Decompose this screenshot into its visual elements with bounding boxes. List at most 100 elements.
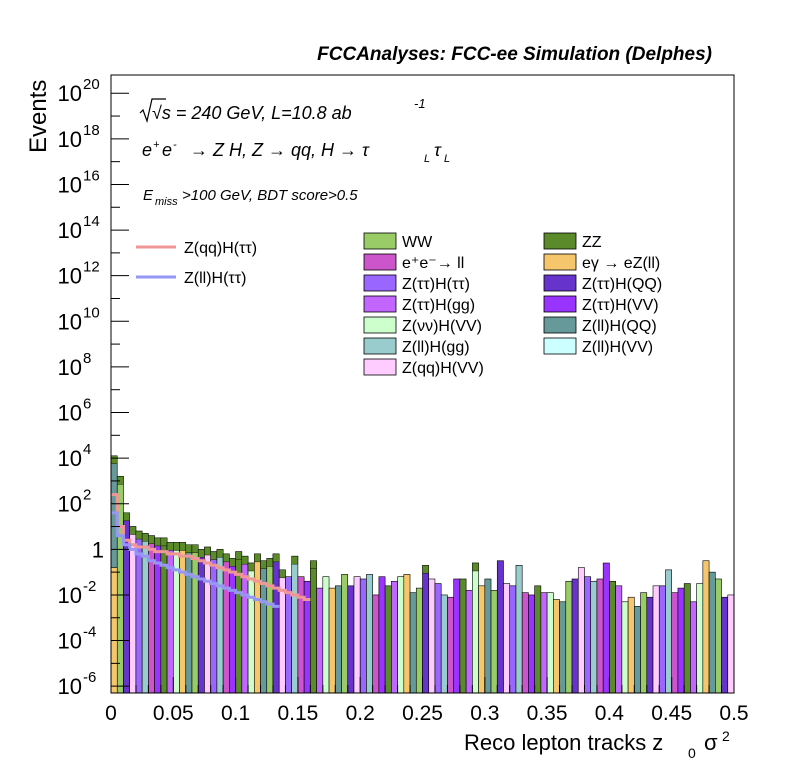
histogram-bar: [173, 542, 180, 693]
histogram-bar-zz: [266, 558, 274, 567]
histogram-bar: [602, 562, 610, 693]
chart-header: FCCAnalyses: FCC-ee Simulation (Delphes): [317, 44, 712, 65]
histogram-bar: [422, 564, 430, 693]
histogram-bar-zz: [422, 565, 429, 574]
y-tick-exponent: 8: [83, 350, 91, 367]
histogram-bar: [472, 562, 479, 693]
x-axis-label-sup: 2: [722, 728, 730, 744]
histogram-bar: [328, 587, 336, 693]
annotation-process: e + e - → Z H, Z → qq, H → τ L τ L: [142, 139, 450, 165]
histogram-bar: [160, 537, 168, 693]
y-tick-exponent: 10: [83, 304, 100, 321]
histogram-bar: [253, 553, 261, 693]
histogram-bar: [272, 553, 280, 693]
histogram-bar: [690, 601, 697, 693]
histogram-bar: [503, 583, 511, 693]
process-sub-l1: L: [424, 153, 430, 165]
histogram-bar: [652, 585, 660, 693]
histogram-bar: [753, 568, 759, 693]
legend-background-swatch: [363, 316, 397, 334]
annotation-energy: √s = 240 GeV, L=10.8 ab -1: [139, 96, 426, 124]
histogram-bar: [521, 592, 529, 693]
legend-signal-label: Z(ll)H(ττ): [184, 270, 246, 287]
histogram-bar: [378, 576, 386, 693]
y-tick-exponent: 2: [83, 487, 91, 504]
histogram-bar: [515, 564, 523, 693]
histogram-bar: [459, 578, 467, 693]
histogram-bar-zz: [154, 537, 162, 547]
histogram-bar: [733, 569, 734, 693]
y-tick-exponent: 18: [83, 122, 100, 139]
histogram-bar-zz: [260, 560, 267, 569]
y-tick-exponent: -6: [83, 669, 96, 686]
histogram-bar-zz: [222, 553, 230, 563]
x-tick-label: 0.35: [527, 702, 568, 725]
histogram-bar-zz: [229, 558, 236, 567]
legend-background-label: Z(qq)H(VV): [402, 360, 484, 377]
histogram-bar: [229, 558, 236, 693]
histogram-bar: [708, 571, 716, 693]
legend-background-label: Z(ττ)H(QQ): [582, 276, 662, 293]
histogram-bar: [453, 578, 461, 693]
histogram-bar: [746, 574, 752, 693]
histogram-bar: [210, 551, 218, 693]
process-sub-l2: L: [444, 153, 450, 165]
histogram-bar: [397, 576, 405, 693]
histogram-bar-zz: [135, 530, 143, 540]
legend-background-swatch: [363, 337, 397, 355]
histogram-bar: [646, 596, 654, 693]
energy-text: √s = 240 GeV, L=10.8 ab: [152, 103, 352, 123]
histogram-bar-zz: [247, 562, 255, 572]
legend-background-swatch: [543, 337, 577, 355]
histogram-bar: [484, 578, 492, 693]
y-tick-label: 10: [58, 127, 82, 152]
legend-background-label: WW: [402, 234, 433, 251]
legend-background-swatch: [543, 274, 577, 292]
y-tick-exponent: 12: [83, 259, 100, 276]
legend-background-swatch: [363, 274, 397, 292]
histogram-bar: [403, 574, 411, 693]
histogram-bar: [784, 579, 790, 693]
legend-background-label: Z(ll)H(VV): [582, 339, 653, 356]
y-tick-label: 10: [58, 264, 82, 289]
legend-background-label: Z(ττ)H(ττ): [402, 276, 470, 293]
x-tick-label: 0: [105, 702, 117, 725]
process-e2: e: [162, 140, 172, 160]
histogram-bar: [434, 583, 442, 693]
histogram-bar-zz: [472, 562, 479, 572]
x-tick-label: 0.2: [346, 702, 375, 725]
histogram-bar-zz: [216, 549, 224, 558]
histogram-bar: [428, 578, 436, 693]
y-tick-label: 10: [58, 172, 82, 197]
histogram-bar: [366, 574, 373, 693]
histogram-bar: [565, 580, 573, 693]
y-tick-label: 10: [58, 492, 82, 517]
histogram-bar-zz: [210, 551, 218, 560]
x-axis: 0 0.05 0.1 0.15 0.2 0.25 0.3 0.35 0.4 0.45 0.5: [105, 677, 749, 725]
legend-background: WW ZZ e⁺e⁻→ ll eγ → eZ(ll) Z(ττ)H(ττ) Z(ττ)H(…: [363, 232, 662, 377]
legend-background-swatch: [543, 295, 577, 313]
histogram-bar-zz: [279, 569, 286, 579]
histogram-bar: [765, 577, 771, 693]
histogram-bar: [640, 592, 648, 693]
histogram-bar: [528, 594, 535, 693]
process-text: → Z H, Z → qq, H → τ: [190, 140, 370, 160]
histogram-bar-zz: [191, 544, 199, 553]
histogram-bar: [665, 569, 672, 693]
process-eplus: +: [153, 139, 160, 151]
cut-sub: miss: [155, 196, 178, 208]
histogram-bar: [372, 594, 380, 693]
histogram-bar: [596, 578, 604, 693]
histogram-bar-zz: [123, 512, 130, 522]
histogram-bar: [546, 592, 554, 693]
x-axis-label-tail: σ: [704, 730, 718, 755]
y-axis-label: Events: [25, 80, 52, 153]
histogram-bar: [490, 590, 498, 693]
y-tick-label: 10: [58, 218, 82, 243]
histogram-bar-zz: [204, 546, 211, 556]
x-tick-label: 0.15: [277, 702, 318, 725]
y-tick-label: 10: [58, 309, 82, 334]
histogram-bar-eyz: [111, 567, 118, 693]
histogram-bar: [727, 594, 734, 693]
